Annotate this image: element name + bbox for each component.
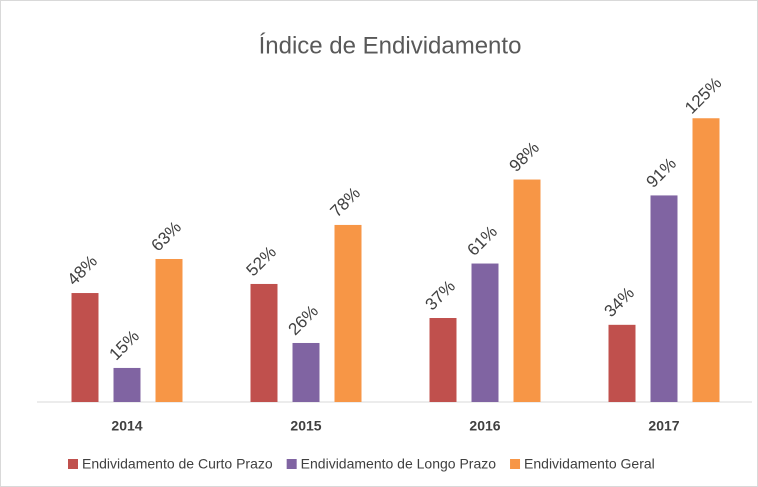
- bar: [155, 258, 183, 402]
- bar: [692, 118, 720, 402]
- x-tick-label: 2015: [290, 418, 321, 434]
- legend-swatch: [510, 459, 521, 469]
- chart-title: Índice de Endividamento: [259, 32, 522, 59]
- bar: [113, 367, 141, 402]
- bar: [71, 293, 99, 402]
- legend-label: Endividamento Geral: [524, 456, 655, 472]
- legend-label: Endividamento de Longo Prazo: [301, 456, 497, 472]
- x-tick-label: 2016: [469, 418, 500, 434]
- x-tick-label: 2017: [648, 418, 679, 434]
- x-tick-label: 2014: [111, 418, 142, 434]
- legend-swatch: [68, 459, 78, 469]
- bar: [429, 318, 457, 402]
- bar: [608, 324, 636, 402]
- legend-swatch: [286, 459, 297, 469]
- bar: [250, 283, 278, 402]
- bar: [513, 179, 541, 402]
- bar: [471, 263, 499, 402]
- bar: [334, 224, 362, 402]
- bar: [650, 195, 678, 402]
- legend-label: Endividamento de Curto Prazo: [82, 456, 273, 472]
- bar: [292, 342, 320, 402]
